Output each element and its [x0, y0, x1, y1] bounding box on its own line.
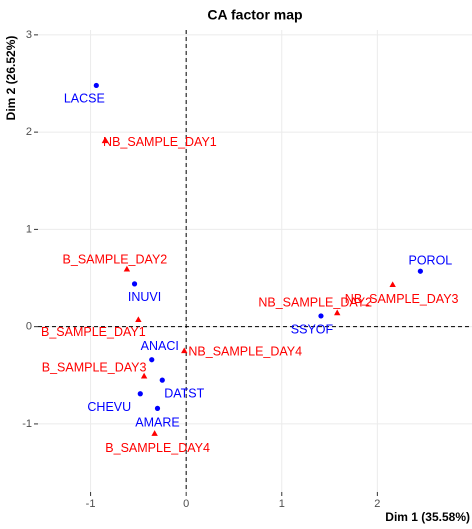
y-tick-label: 1	[26, 223, 32, 235]
x-axis-title: Dim 1 (35.58%)	[385, 510, 470, 524]
point	[151, 430, 158, 436]
point	[149, 357, 155, 363]
point	[131, 281, 138, 287]
point-label: ANACI	[141, 339, 179, 353]
point-label: NB_SAMPLE_DAY2	[258, 295, 372, 309]
point	[417, 268, 423, 274]
point-label: B_SAMPLE_DAY4	[105, 441, 210, 455]
point-label: NB_SAMPLE_DAY1	[103, 135, 217, 149]
point	[181, 347, 188, 354]
point	[123, 265, 131, 272]
point-label: POROL	[408, 254, 452, 268]
point-label: B_SAMPLE_DAY1	[41, 325, 146, 339]
point	[140, 372, 148, 379]
point	[159, 377, 165, 383]
point-label: NB_SAMPLE_DAY4	[188, 344, 302, 358]
point-label: NB_SAMPLE_DAY3	[345, 292, 459, 306]
point	[137, 391, 143, 397]
point-label: CHEVU	[87, 400, 131, 414]
point	[93, 82, 99, 89]
point-label: LACSE	[64, 92, 105, 106]
point-label: AMARE	[135, 416, 179, 430]
x-tick-label: 0	[183, 498, 189, 510]
y-axis-title: Dim 2 (26.52%)	[4, 36, 18, 121]
point	[318, 313, 324, 319]
x-tick-label: 2	[374, 498, 380, 510]
point	[101, 137, 109, 144]
point-label: DATST	[164, 386, 204, 400]
point	[389, 281, 396, 288]
point-label: B_SAMPLE_DAY2	[63, 253, 168, 267]
y-tick-label: 0	[26, 321, 32, 333]
y-tick-label: 2	[26, 126, 32, 138]
point-label: INUVI	[128, 290, 161, 304]
x-tick-label: -1	[86, 498, 96, 510]
point-label: SSYOF	[291, 322, 334, 336]
y-tick-label: 3	[26, 29, 32, 41]
point	[135, 316, 142, 323]
point	[154, 405, 161, 411]
x-tick-label: 1	[279, 498, 285, 510]
chart-title: CA factor map	[207, 7, 302, 23]
point-label: B_SAMPLE_DAY3	[42, 361, 147, 375]
y-tick-label: -1	[22, 418, 32, 430]
point	[334, 309, 341, 316]
